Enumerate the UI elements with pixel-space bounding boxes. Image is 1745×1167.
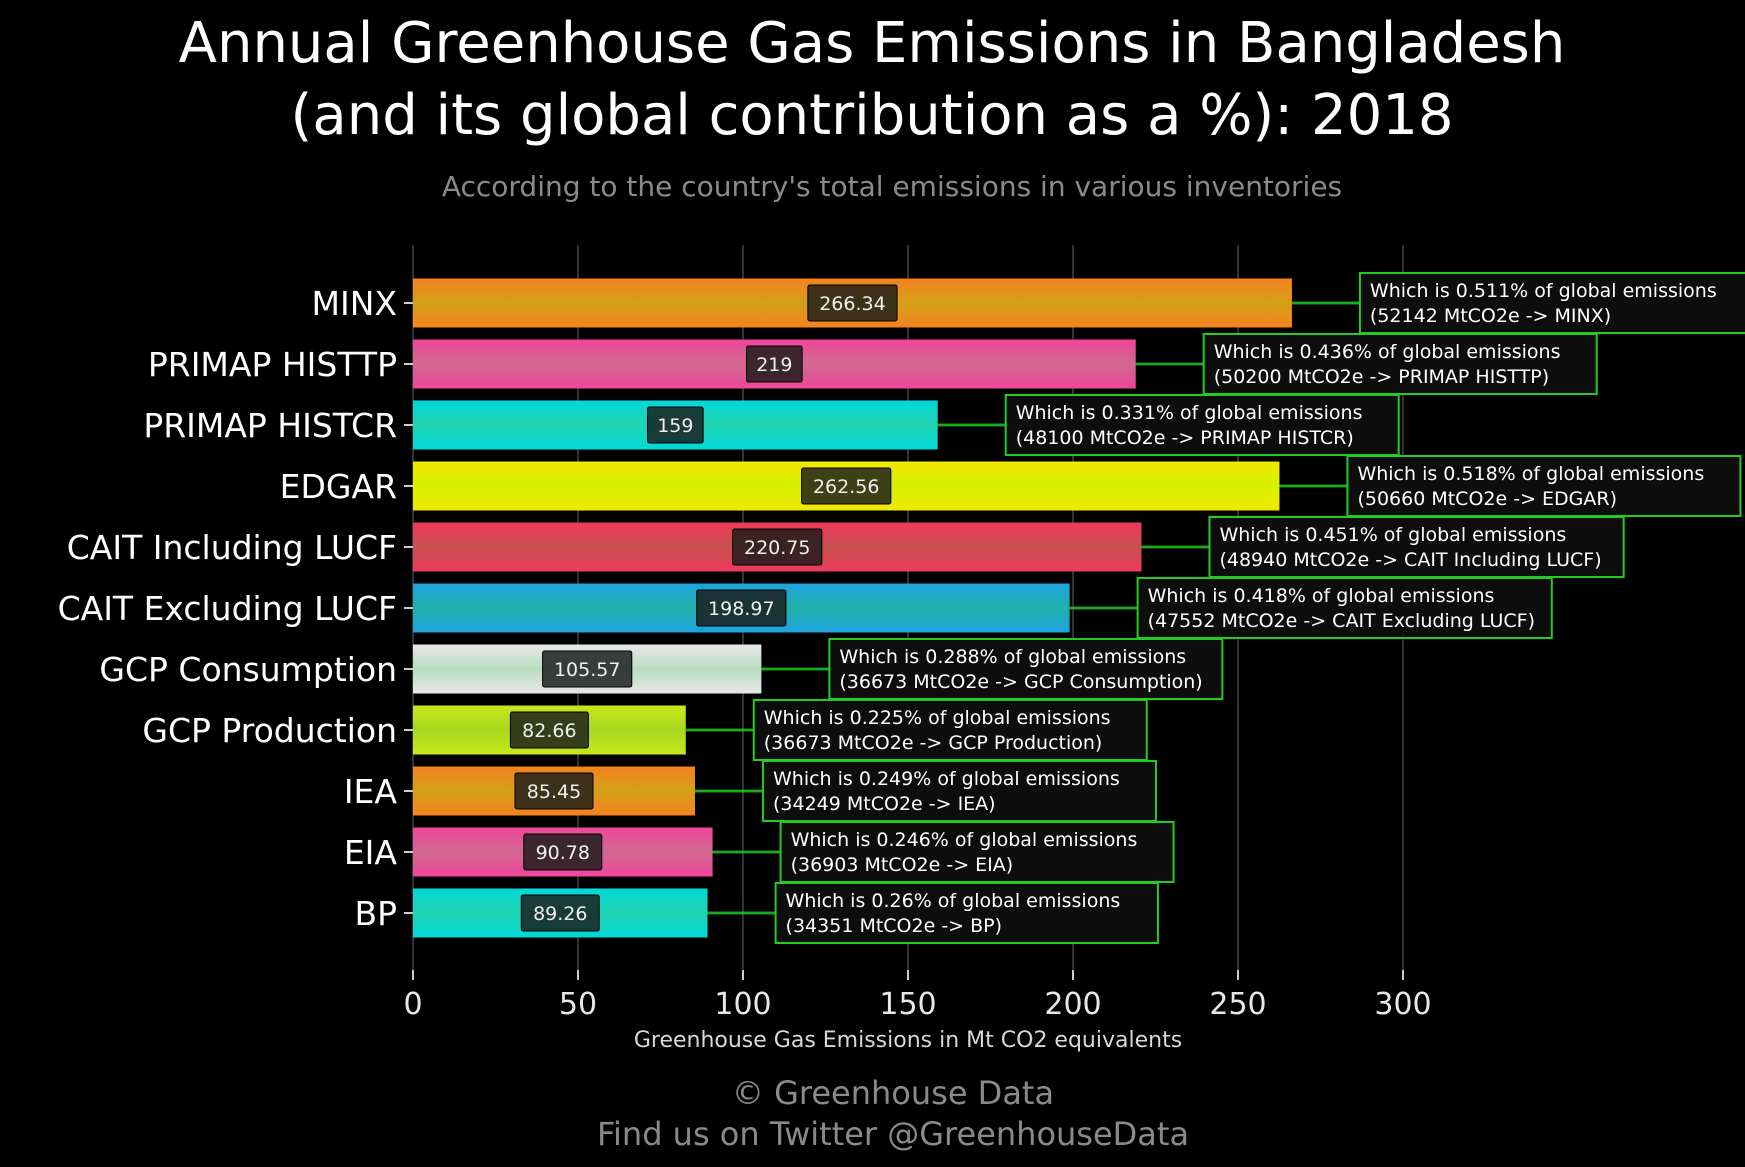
annotation-box	[1346, 455, 1742, 517]
category-label: EIA	[344, 833, 398, 872]
annotation-line2: (36673 MtCO2e -> GCP Consumption)	[839, 671, 1202, 693]
annotation-line2: (36903 MtCO2e -> EIA)	[791, 854, 1014, 876]
category-label: EDGAR	[280, 467, 397, 506]
annotation-box	[1004, 394, 1400, 456]
category-label: PRIMAP HISTCR	[143, 406, 397, 445]
value-label-box	[523, 833, 603, 871]
annotation-line2: (48940 MtCO2e -> CAIT Including LUCF)	[1219, 549, 1601, 571]
value-label-box	[807, 284, 898, 322]
annotation-line2: (34351 MtCO2e -> BP)	[786, 915, 1003, 937]
category-label: CAIT Including LUCF	[67, 528, 397, 567]
value-label: 89.26	[533, 903, 587, 925]
annotation-line1: Which is 0.518% of global emissions	[1357, 463, 1704, 485]
value-label-box	[514, 772, 594, 810]
annotation-line1: Which is 0.511% of global emissions	[1370, 280, 1717, 302]
x-tick-label: 300	[1374, 987, 1431, 1022]
value-label: 198.97	[708, 598, 774, 620]
annotation-line1: Which is 0.418% of global emissions	[1148, 585, 1495, 607]
chart-title-line2: (and its global contribution as a %): 20…	[291, 83, 1454, 148]
annotation-box	[774, 882, 1159, 944]
annotation-box	[761, 760, 1157, 822]
footer-twitter: Find us on Twitter @GreenhouseData	[597, 1115, 1189, 1153]
value-label-box	[509, 711, 589, 749]
value-label-box	[732, 528, 823, 566]
value-label-box	[696, 589, 787, 627]
value-label-box	[520, 894, 600, 932]
annotation-line2: (50200 MtCO2e -> PRIMAP HISTTP)	[1214, 366, 1549, 388]
value-label: 82.66	[522, 720, 576, 742]
x-tick-label: 0	[403, 987, 422, 1022]
annotation-line2: (36673 MtCO2e -> GCP Production)	[764, 732, 1103, 754]
annotation-line1: Which is 0.249% of global emissions	[773, 768, 1120, 790]
x-tick-label: 50	[559, 987, 597, 1022]
annotation-line2: (50660 MtCO2e -> EDGAR)	[1357, 488, 1617, 510]
annotation-box	[828, 638, 1224, 700]
value-label-box	[542, 650, 633, 688]
value-label: 266.34	[819, 293, 885, 315]
category-label: BP	[354, 894, 397, 933]
bars: MINX 266.34 Which is 0.511% of global emis…	[58, 272, 1745, 944]
category-label: IEA	[344, 772, 398, 811]
x-tick-label: 250	[1209, 987, 1266, 1022]
category-label: PRIMAP HISTTP	[148, 345, 397, 384]
annotation-box	[1358, 272, 1745, 334]
annotation-line2: (34249 MtCO2e -> IEA)	[773, 793, 996, 815]
category-label: GCP Production	[142, 711, 397, 750]
chart-title-line1: Annual Greenhouse Gas Emissions in Bangl…	[179, 11, 1566, 76]
category-label: GCP Consumption	[99, 650, 397, 689]
value-label-box	[746, 345, 803, 383]
annotation-line2: (48100 MtCO2e -> PRIMAP HISTCR)	[1016, 427, 1354, 449]
annotation-box	[1136, 577, 1553, 639]
value-label-box	[801, 467, 892, 505]
annotation-line1: Which is 0.331% of global emissions	[1016, 402, 1363, 424]
annotation-line1: Which is 0.246% of global emissions	[791, 829, 1138, 851]
annotation-line1: Which is 0.288% of global emissions	[839, 646, 1186, 668]
value-label-box	[647, 406, 704, 444]
x-tick-label: 150	[879, 987, 936, 1022]
value-label: 262.56	[813, 476, 879, 498]
x-tick-label: 100	[714, 987, 771, 1022]
value-label: 105.57	[554, 659, 620, 681]
value-label: 219	[756, 354, 792, 376]
annotation-box	[779, 821, 1175, 883]
annotation-line1: Which is 0.451% of global emissions	[1219, 524, 1566, 546]
chart-subtitle: According to the country's total emissio…	[442, 170, 1342, 203]
value-label: 220.75	[744, 537, 810, 559]
category-label: CAIT Excluding LUCF	[58, 589, 397, 628]
value-label: 159	[657, 415, 693, 437]
annotation-line2: (52142 MtCO2e -> MINX)	[1370, 305, 1611, 327]
annotation-line1: Which is 0.225% of global emissions	[764, 707, 1111, 729]
value-label: 85.45	[527, 781, 581, 803]
annotation-line1: Which is 0.436% of global emissions	[1214, 341, 1561, 363]
footer-copyright: © Greenhouse Data	[732, 1074, 1054, 1112]
x-axis: 0 50 100 150 200 250 300	[403, 302, 1432, 1022]
x-axis-label: Greenhouse Gas Emissions in Mt CO2 equiv…	[634, 1028, 1182, 1053]
value-label: 90.78	[536, 842, 590, 864]
annotation-box	[1202, 333, 1598, 395]
annotation-line2: (47552 MtCO2e -> CAIT Excluding LUCF)	[1148, 610, 1535, 632]
category-label: MINX	[312, 284, 398, 323]
annotation-box	[752, 699, 1148, 761]
annotation-line1: Which is 0.26% of global emissions	[786, 890, 1121, 912]
x-tick-label: 200	[1044, 987, 1101, 1022]
